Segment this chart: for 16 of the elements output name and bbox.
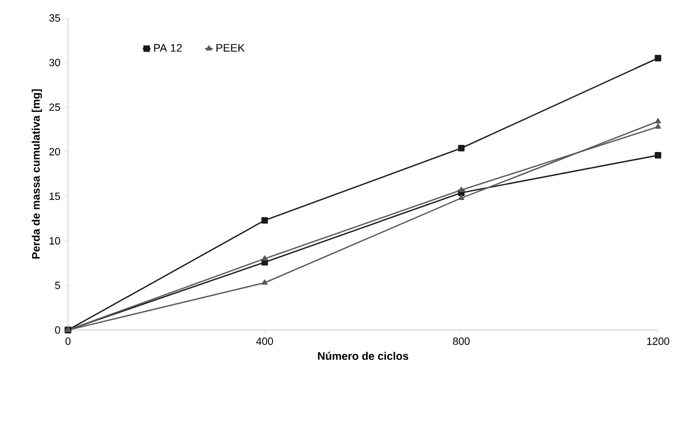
y-tick-label: 20 (49, 148, 60, 156)
y-tick-label: 30 (49, 58, 60, 66)
y-axis-title: Perda de massa cumulativa [mg] (32, 89, 42, 259)
x-axis-title: Número de ciclos (318, 352, 408, 360)
x-tick-label: 0 (65, 338, 70, 345)
x-tick-label: 800 (453, 338, 470, 345)
x-tick-label: 400 (256, 338, 273, 345)
y-tick-label: 15 (50, 192, 60, 200)
y-tick-label: 0 (55, 326, 60, 334)
y-tick-label: 35 (49, 14, 60, 22)
legend-label: PA 12 (154, 44, 182, 52)
legend-label: PEEK (216, 44, 245, 52)
y-tick-label: 10 (50, 237, 60, 245)
y-tick-label: 5 (55, 282, 60, 290)
x-tick-label: 1200 (647, 338, 670, 345)
y-tick-label: 25 (49, 103, 60, 111)
